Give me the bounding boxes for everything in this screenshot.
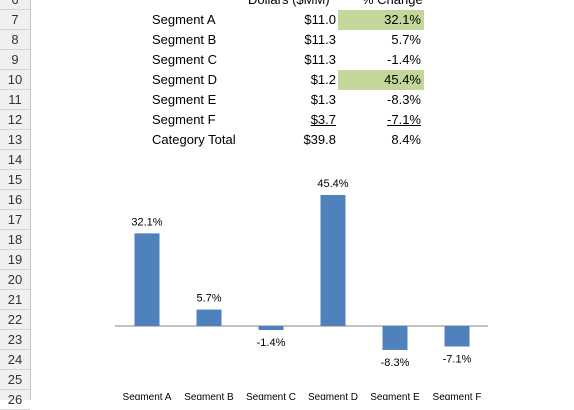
pct-change-text: 45.4% (384, 72, 421, 87)
segment-label[interactable]: Segment A (152, 12, 216, 27)
pct-change-value[interactable]: -8.3% (338, 90, 424, 110)
row-number[interactable]: 19 (0, 250, 30, 270)
row-number[interactable]: 18 (0, 230, 30, 250)
chart-data-label: 32.1% (131, 216, 162, 228)
pct-change-text: -8.3% (387, 92, 421, 107)
dollars-value[interactable]: $11.0 (304, 12, 336, 27)
pct-change-value[interactable]: -7.1% (338, 110, 424, 130)
pct-change-value[interactable]: 32.1% (338, 10, 424, 30)
row-number[interactable]: 12 (0, 110, 30, 130)
pct-change-header[interactable]: % Change (362, 0, 442, 10)
chart-category-label: Segment F (433, 392, 482, 400)
dollars-value[interactable]: $1.2 (310, 72, 336, 87)
segment-label[interactable]: Segment C (152, 52, 218, 67)
segment-label[interactable]: Category Total (152, 132, 236, 147)
chart-bar[interactable] (382, 326, 408, 350)
pct-change-bar-chart[interactable]: 32.1% Segment A 5.7% Segment B -1.4% Segment … (100, 160, 574, 400)
row-number[interactable]: 8 (0, 30, 30, 50)
row-number[interactable]: 20 (0, 270, 30, 290)
pct-change-text: -1.4% (387, 52, 421, 67)
row-number[interactable]: 25 (0, 370, 30, 390)
chart-data-label: -7.1% (443, 353, 472, 365)
chart-data-label: 5.7% (196, 293, 221, 305)
dollars-value[interactable]: $1.3 (310, 92, 336, 107)
dollars-value[interactable]: $11.3 (304, 32, 336, 47)
segment-label[interactable]: Segment D (152, 72, 218, 87)
row-number[interactable]: 16 (0, 190, 30, 210)
chart-bar[interactable] (258, 326, 284, 331)
chart-category-label: Segment A (123, 392, 172, 400)
segment-label[interactable]: Segment F (152, 112, 216, 127)
pct-change-value[interactable]: -1.4% (338, 50, 424, 70)
dollars-header[interactable]: Dollars ($MM) (248, 0, 348, 10)
row-number[interactable]: 11 (0, 90, 30, 110)
chart-category-label: Segment B (184, 392, 234, 400)
chart-category-label: Segment E (370, 392, 420, 400)
row-number[interactable]: 23 (0, 330, 30, 350)
pct-change-value[interactable]: 8.4% (338, 130, 424, 150)
segment-label[interactable]: Segment E (152, 92, 217, 107)
dollars-value[interactable]: $11.3 (304, 52, 336, 67)
pct-change-value[interactable]: 5.7% (338, 30, 424, 50)
row-number[interactable]: 15 (0, 170, 30, 190)
pct-change-text: -7.1% (387, 112, 421, 127)
chart-bar[interactable] (444, 326, 470, 347)
chart-bar[interactable] (320, 195, 346, 326)
chart-data-label: 45.4% (317, 178, 348, 190)
row-number[interactable]: 22 (0, 310, 30, 330)
chart-data-label: -8.3% (381, 357, 410, 369)
dollars-value[interactable]: $3.7 (310, 112, 336, 127)
chart-data-label: -1.4% (257, 337, 286, 349)
row-number[interactable]: 21 (0, 290, 30, 310)
row-number[interactable]: 10 (0, 70, 30, 90)
row-header-column: 67891011121314151617181920212223242526 (0, 0, 31, 410)
pct-change-text: 32.1% (384, 12, 421, 27)
chart-category-label: Segment C (246, 392, 296, 400)
row-number[interactable]: 9 (0, 50, 30, 70)
segment-label[interactable]: Segment B (152, 32, 217, 47)
chart-category-label: Segment D (308, 392, 358, 400)
row-number[interactable]: 7 (0, 10, 30, 30)
row-number[interactable]: 14 (0, 150, 30, 170)
chart-bar[interactable] (134, 233, 160, 326)
row-number[interactable]: 24 (0, 350, 30, 370)
pct-change-text: 8.4% (391, 132, 421, 147)
dollars-value[interactable]: $39.8 (303, 132, 336, 147)
row-number[interactable]: 26 (0, 390, 30, 410)
row-number[interactable]: 17 (0, 210, 30, 230)
chart-bar[interactable] (196, 309, 222, 326)
pct-change-text: 5.7% (391, 32, 421, 47)
pct-change-value[interactable]: 45.4% (338, 70, 424, 90)
row-number[interactable]: 13 (0, 130, 30, 150)
row-number[interactable]: 6 (0, 0, 30, 10)
